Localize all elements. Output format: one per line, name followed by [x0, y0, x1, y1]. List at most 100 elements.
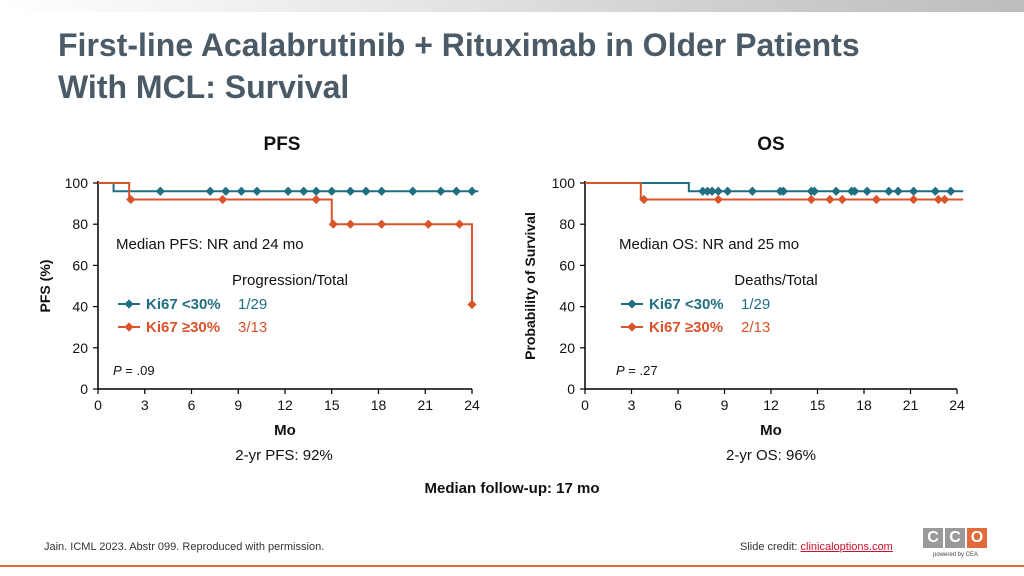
pfs-series-0-censor-mark: [299, 186, 309, 196]
os-x-tick-label: 15: [810, 397, 826, 413]
os-series-0-censor-mark: [702, 186, 713, 196]
os-x-axis-label: Mo: [760, 422, 782, 439]
os-series-0-censor-mark: [909, 186, 919, 196]
pfs-series-1-censor-mark: [218, 194, 228, 205]
os-x-tick-label: 18: [856, 397, 872, 413]
os-y-tick-label: 100: [552, 175, 576, 191]
os-series-0-censor-mark: [723, 186, 733, 196]
clinicaloptions-link[interactable]: clinicaloptions.com: [800, 541, 893, 553]
pfs-x-tick-label: 21: [417, 397, 433, 413]
slide-title: First-line Acalabrutinib + Rituximab in …: [58, 24, 958, 108]
os-series-0-censor-mark: [862, 186, 872, 196]
pfs-series-0-censor-mark: [361, 186, 371, 196]
pfs-p-label: P: [113, 363, 122, 378]
pfs-series-0-censor-mark: [283, 186, 293, 196]
os-series-1-censor-mark: [713, 194, 723, 205]
pfs-series-0-censor-mark: [236, 186, 246, 196]
pfs-legend-0-count: 1/29: [238, 296, 267, 313]
os-series-1-censor-mark: [933, 194, 943, 205]
pfs-y-tick-label: 40: [72, 299, 88, 315]
cco-logo: C C O powered by CEA: [923, 528, 989, 560]
slide-title-line-1: First-line Acalabrutinib + Rituximab in …: [58, 27, 860, 63]
citation-text: Jain. ICML 2023. Abstr 099. Reproduced w…: [44, 541, 325, 553]
os-series-1-censor-mark: [837, 194, 847, 205]
slide-credit: Slide credit: clinicaloptions.com: [740, 541, 893, 553]
pfs-legend-1-marker: [124, 322, 134, 332]
os-series-0-censor-mark: [747, 186, 757, 196]
os-y-tick-label: 20: [559, 340, 575, 356]
os-series-0-censor-mark: [930, 186, 940, 196]
os-x-tick-label: 12: [763, 397, 779, 413]
pfs-series-0-censor-mark: [451, 186, 462, 196]
os-series-0-censor-mark: [831, 186, 841, 196]
top-gradient-bar: [0, 0, 1024, 12]
os-series-0-censor-mark: [850, 186, 860, 196]
footer-accent-line: [0, 565, 1024, 567]
pfs-series-0-censor-mark: [467, 186, 477, 196]
os-group-header: Deaths/Total: [734, 272, 817, 289]
os-p-number: = .27: [625, 363, 658, 378]
os-series-0-censor-mark: [946, 186, 956, 196]
os-series-1-line: [585, 182, 964, 201]
pfs-series-0-censor-mark: [205, 186, 215, 196]
pfs-legend-0-marker: [124, 299, 134, 309]
pfs-x-tick-label: 24: [464, 397, 480, 413]
pfs-series-0-censor-mark: [327, 186, 337, 196]
pfs-y-tick-label: 100: [65, 175, 89, 191]
pfs-series-0-censor-mark: [155, 186, 165, 196]
os-series-0-censor-mark: [809, 186, 819, 196]
os-legend-1-marker: [627, 322, 637, 332]
pfs-series-0-censor-mark: [252, 186, 262, 196]
pfs-series-0-censor-mark: [408, 186, 418, 196]
os-series-0-censor-mark: [893, 186, 903, 196]
os-x-tick-label: 21: [903, 397, 919, 413]
os-legend-1-name: Ki67 ≥30%: [649, 319, 723, 336]
pfs-panel-title: PFS: [263, 134, 301, 155]
pfs-legend-0-name: Ki67 <30%: [146, 296, 221, 313]
os-series-0-censor-mark: [884, 186, 894, 196]
pfs-y-tick-label: 20: [72, 340, 88, 356]
pfs-x-tick-label: 15: [324, 397, 340, 413]
os-x-tick-label: 24: [949, 397, 965, 413]
os-p-value: P = .27: [616, 363, 658, 378]
pfs-series-1-censor-mark: [311, 194, 321, 205]
logo-letter-3: O: [967, 528, 987, 548]
median-follow-up: Median follow-up: 17 mo: [424, 480, 600, 497]
pfs-2yr-caption: 2-yr PFS: 92%: [235, 447, 333, 464]
pfs-series-1-censor-mark: [454, 219, 465, 229]
pfs-series-0-censor-mark: [221, 186, 231, 196]
os-series-0-censor-mark: [707, 186, 717, 196]
slide-title-line-2: With MCL: Survival: [58, 69, 350, 105]
os-series-1-censor-mark: [825, 194, 835, 205]
pfs-series-1-censor-mark: [126, 194, 136, 205]
pfs-series-0-censor-mark: [436, 186, 446, 196]
os-series-1-censor-mark: [806, 194, 816, 205]
os-series-1-censor-mark: [871, 194, 881, 205]
pfs-x-tick-label: 6: [188, 397, 196, 413]
os-series-0-censor-mark: [778, 186, 788, 196]
os-y-tick-label: 60: [559, 257, 575, 273]
pfs-p-value: P = .09: [113, 363, 155, 378]
os-y-axis-label: Probability of Survival: [522, 212, 538, 360]
pfs-p-number: = .09: [122, 363, 155, 378]
os-legend-0-marker: [627, 299, 637, 309]
os-series-0-censor-mark: [698, 186, 708, 196]
logo-letter-1: C: [923, 528, 943, 548]
os-x-tick-label: 0: [581, 397, 589, 413]
logo-powered-by: powered by CEA: [933, 552, 979, 558]
pfs-y-tick-label: 0: [80, 381, 88, 397]
os-x-tick-label: 3: [628, 397, 636, 413]
os-y-tick-label: 0: [567, 381, 575, 397]
pfs-group-header: Progression/Total: [232, 272, 348, 289]
pfs-legend-1-name: Ki67 ≥30%: [146, 319, 220, 336]
pfs-series-1-line: [98, 182, 473, 305]
pfs-series-1-censor-mark: [377, 219, 387, 229]
slide-credit-prefix: Slide credit:: [740, 541, 801, 553]
pfs-x-axis-label: Mo: [274, 422, 296, 439]
pfs-x-tick-label: 3: [141, 397, 149, 413]
pfs-y-axis-label: PFS (%): [37, 260, 53, 313]
pfs-median-text: Median PFS: NR and 24 mo: [116, 236, 304, 253]
os-legend-0-count: 1/29: [741, 296, 770, 313]
pfs-legend-1-count: 3/13: [238, 319, 267, 336]
